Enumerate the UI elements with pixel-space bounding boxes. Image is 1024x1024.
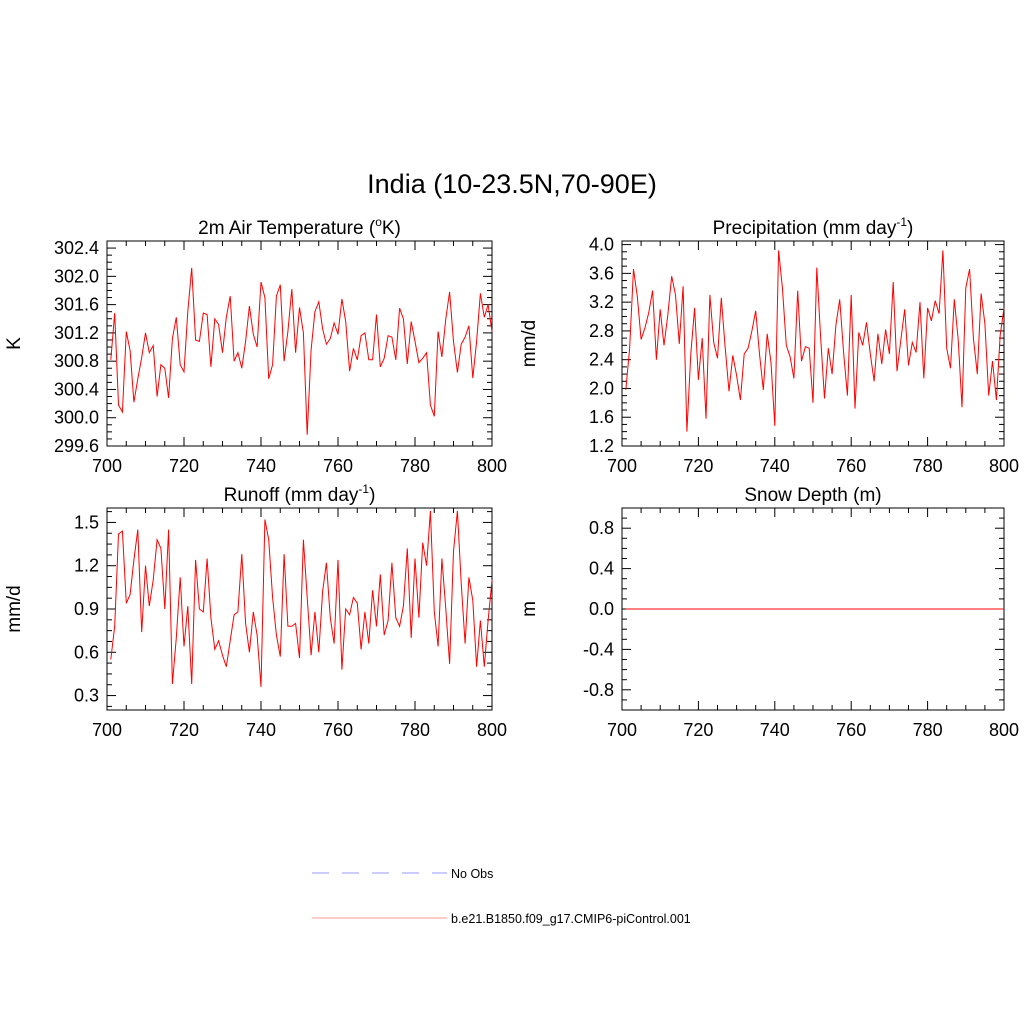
y-tick-label: 302.4 xyxy=(54,238,99,258)
panel-title: 2m Air Temperature (oK) xyxy=(198,215,401,239)
y-tick-label: 0.0 xyxy=(589,599,614,619)
y-tick-label: 1.6 xyxy=(589,407,614,427)
legend: No Obs b.e21.B1850.f09_g17.CMIP6-piContro… xyxy=(312,867,691,926)
chart-panel-2: Precipitation (mm day-1) mm/d 700 720 740 760… xyxy=(519,215,1019,476)
chart-panel-1: 2m Air Temperature (oK) K 700 720 740 760 780 8… xyxy=(4,215,507,476)
figure-title: India (10-23.5N,70-90E) xyxy=(367,169,657,199)
x-tick-label: 700 xyxy=(607,720,637,740)
x-tick-label: 760 xyxy=(836,456,866,476)
y-tick-label: 1.2 xyxy=(74,556,99,576)
x-tick-label: 780 xyxy=(913,456,943,476)
x-tick-label: 740 xyxy=(760,456,790,476)
model-series-line xyxy=(110,510,493,687)
y-tick-label: 1.5 xyxy=(74,512,99,532)
legend-label: No Obs xyxy=(451,867,493,881)
x-tick-label: 720 xyxy=(683,456,713,476)
panel-title: Precipitation (mm day-1) xyxy=(713,215,914,239)
y-tick-label: 0.3 xyxy=(74,686,99,706)
model-series-line xyxy=(625,250,1005,432)
y-axis-label: mm/d xyxy=(519,320,540,368)
x-tick-label: 760 xyxy=(836,720,866,740)
x-tick-label: 720 xyxy=(169,456,199,476)
x-tick-label: 740 xyxy=(760,720,790,740)
y-tick-label: 4.0 xyxy=(589,235,614,255)
y-tick-label: 0.6 xyxy=(74,642,99,662)
x-tick-label: 800 xyxy=(989,720,1019,740)
y-tick-label: 300.4 xyxy=(54,379,99,399)
chart-panel-3: Runoff (mm day-1) mm/d 700 720 740 760 780 800 0… xyxy=(4,482,507,740)
x-tick-label: 760 xyxy=(323,456,353,476)
y-tick-label: 2.0 xyxy=(589,378,614,398)
chart-panels: 2m Air Temperature (oK) K 700 720 740 760 780 8… xyxy=(4,215,1019,740)
y-tick-label: -0.8 xyxy=(583,680,614,700)
y-tick-label: 2.8 xyxy=(589,321,614,341)
y-tick-label: 0.8 xyxy=(589,518,614,538)
x-tick-label: 720 xyxy=(683,720,713,740)
y-tick-label: 299.6 xyxy=(54,436,99,456)
y-tick-label: 302.0 xyxy=(54,266,99,286)
x-tick-label: 800 xyxy=(477,456,507,476)
x-tick-label: 700 xyxy=(92,720,122,740)
y-axis-label: K xyxy=(4,337,25,350)
legend-label: b.e21.B1850.f09_g17.CMIP6-piControl.001 xyxy=(451,912,691,926)
y-tick-label: -0.4 xyxy=(583,639,614,659)
y-tick-label: 300.8 xyxy=(54,351,99,371)
x-tick-label: 800 xyxy=(989,456,1019,476)
y-tick-label: 2.4 xyxy=(589,350,614,370)
panel-title: Snow Depth (m) xyxy=(744,485,881,506)
x-tick-label: 800 xyxy=(477,720,507,740)
y-tick-label: 3.2 xyxy=(589,292,614,312)
x-tick-label: 780 xyxy=(400,720,430,740)
y-axis-label: m xyxy=(519,601,540,617)
x-tick-label: 700 xyxy=(92,456,122,476)
y-tick-label: 1.2 xyxy=(589,436,614,456)
x-tick-label: 740 xyxy=(246,456,276,476)
y-tick-label: 301.6 xyxy=(54,295,99,315)
model-series-line xyxy=(110,267,493,435)
chart-panel-4: Snow Depth (m) m 700 720 740 760 780 800 -0.8 -0.… xyxy=(519,485,1019,740)
x-tick-label: 700 xyxy=(607,456,637,476)
y-tick-label: 0.4 xyxy=(589,559,614,579)
y-tick-label: 301.2 xyxy=(54,323,99,343)
x-tick-label: 780 xyxy=(400,456,430,476)
panel-title: Runoff (mm day-1) xyxy=(224,482,376,506)
x-tick-label: 740 xyxy=(246,720,276,740)
y-axis-label: mm/d xyxy=(4,585,25,633)
x-tick-label: 780 xyxy=(913,720,943,740)
x-tick-label: 760 xyxy=(323,720,353,740)
y-tick-label: 3.6 xyxy=(589,263,614,283)
x-tick-label: 720 xyxy=(169,720,199,740)
y-tick-label: 0.9 xyxy=(74,599,99,619)
y-tick-label: 300.0 xyxy=(54,408,99,428)
